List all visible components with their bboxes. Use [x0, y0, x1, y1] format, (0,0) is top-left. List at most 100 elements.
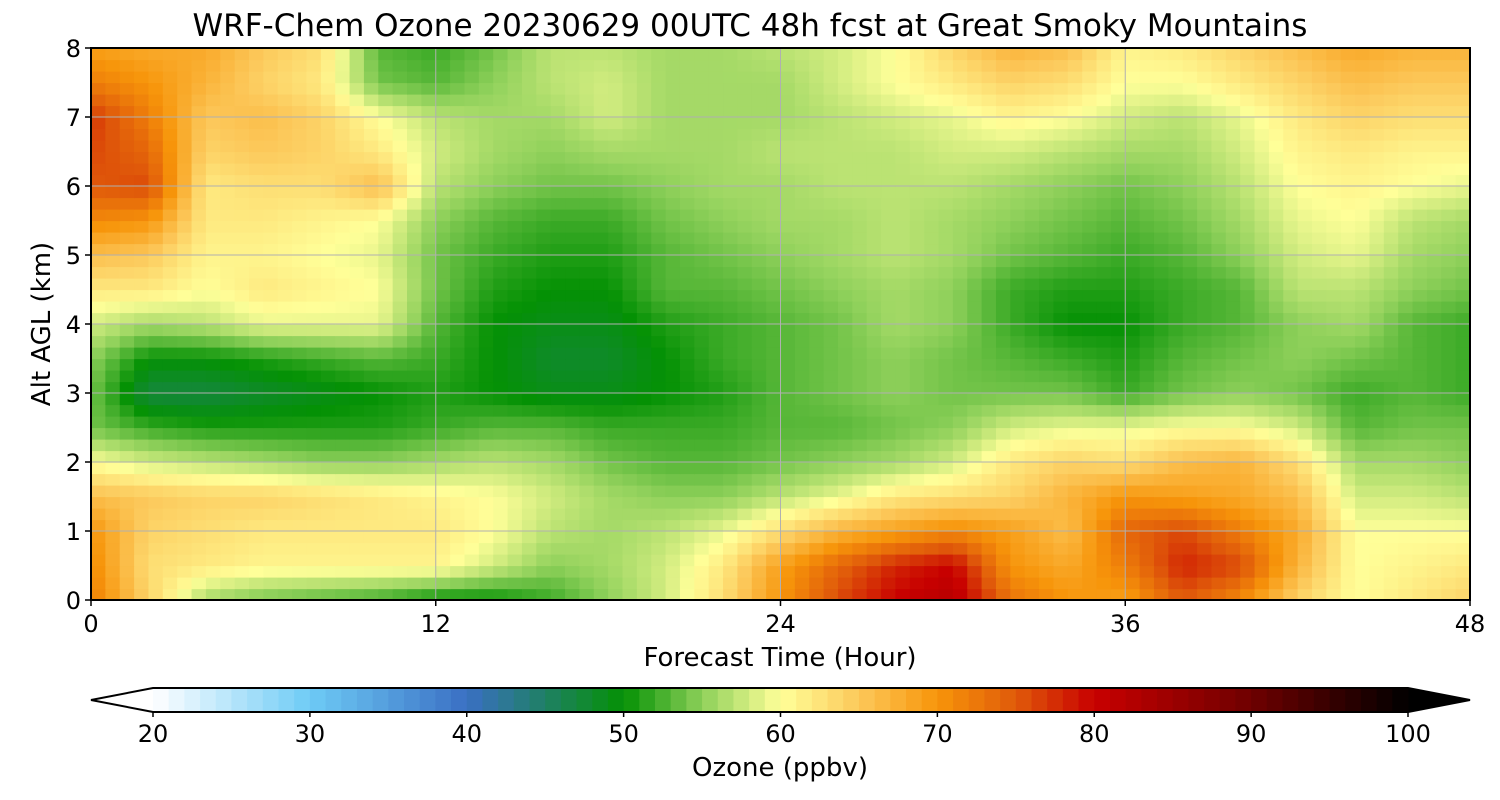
heat-cell [421, 163, 437, 176]
heat-cell [220, 266, 236, 279]
heat-cell [550, 140, 566, 153]
heat-cell [263, 209, 279, 222]
heat-cell [766, 565, 782, 578]
heat-cell [565, 450, 580, 463]
heat-cell [651, 197, 667, 210]
heat-cell [1268, 347, 1284, 360]
heat-cell [263, 59, 279, 72]
heat-cell [521, 209, 537, 222]
heat-cell [521, 370, 537, 383]
heat-cell [191, 289, 207, 302]
heat-cell [162, 381, 178, 394]
heat-cell [1297, 209, 1313, 222]
heat-cell [1139, 473, 1155, 486]
heat-cell [694, 508, 710, 521]
heat-cell [349, 462, 365, 475]
heat-cell [435, 347, 451, 360]
heat-cell [177, 71, 193, 84]
heat-cell [349, 554, 365, 567]
heat-cell [1254, 117, 1270, 130]
heat-cell [1067, 117, 1083, 130]
heat-cell [737, 554, 753, 567]
heat-cell [1211, 105, 1227, 118]
heat-cell [565, 381, 580, 394]
heat-cell [1398, 519, 1414, 532]
colorbar-segment [278, 688, 295, 712]
y-tick-label: 1 [66, 518, 81, 546]
heat-cell [995, 82, 1011, 95]
heat-cell [1369, 71, 1385, 84]
heat-cell [1125, 255, 1141, 268]
heat-cell [162, 554, 178, 567]
heat-cell [1225, 473, 1241, 486]
heat-cell [1211, 519, 1227, 532]
heat-cell [1197, 358, 1213, 371]
heat-cell [435, 71, 451, 84]
heat-cell [593, 94, 609, 107]
heat-cell [1355, 496, 1371, 509]
heat-cell [407, 554, 422, 567]
heat-cell [1139, 301, 1155, 314]
heat-cell [1355, 151, 1371, 164]
heat-cell [995, 186, 1011, 199]
heat-cell [349, 105, 365, 118]
heat-cell [1139, 105, 1155, 118]
heat-cell [809, 220, 825, 233]
heat-cell [995, 473, 1011, 486]
heat-cell [349, 439, 365, 452]
heat-cell [1383, 519, 1399, 532]
heat-cell [766, 312, 782, 325]
heat-cell [794, 289, 810, 302]
colorbar-segment [1015, 688, 1032, 712]
heat-cell [895, 577, 911, 590]
heat-cell [694, 71, 710, 84]
heat-cell [608, 381, 624, 394]
heat-cell [407, 347, 422, 360]
heat-cell [1412, 439, 1428, 452]
heat-cell [407, 128, 422, 141]
heat-cell [234, 174, 250, 187]
heat-cell [1311, 82, 1327, 95]
heat-cell [134, 462, 150, 475]
heat-cell [1326, 496, 1342, 509]
heat-cell [392, 485, 408, 498]
heat-cell [292, 117, 308, 130]
heat-cell [737, 393, 753, 406]
colorbar-segment [309, 688, 327, 712]
heat-cell [737, 588, 753, 600]
heat-cell [1383, 462, 1399, 475]
heat-cell [780, 347, 796, 360]
heat-cell [450, 289, 466, 302]
heat-cell [751, 347, 767, 360]
heat-cell [679, 588, 695, 600]
heat-cell [1369, 128, 1385, 141]
heat-cell [967, 381, 983, 394]
heat-cell [679, 439, 695, 452]
heat-cell [1426, 508, 1442, 521]
heat-cell [134, 266, 150, 279]
heat-cell [450, 48, 466, 61]
heat-cell [1441, 588, 1457, 600]
heat-cell [593, 140, 609, 153]
heat-cell [895, 151, 911, 164]
heat-cell [1039, 347, 1055, 360]
heat-cell [335, 71, 351, 84]
heat-cell [723, 48, 738, 61]
heat-cell [737, 462, 753, 475]
heat-cell [565, 370, 580, 383]
heat-cell [407, 485, 422, 498]
heat-cell [263, 565, 279, 578]
heat-cell [234, 59, 250, 72]
heat-cell [191, 542, 207, 555]
heat-cell [1096, 335, 1112, 348]
heat-cell [507, 542, 523, 555]
heat-cell [1355, 266, 1371, 279]
heat-cell [1168, 71, 1184, 84]
heat-cell [1110, 335, 1126, 348]
heat-cell [1010, 255, 1026, 268]
heat-cell [148, 266, 164, 279]
heat-cell [909, 220, 925, 233]
heat-cell [809, 82, 825, 95]
heat-cell [363, 404, 379, 417]
heat-cell [622, 59, 638, 72]
